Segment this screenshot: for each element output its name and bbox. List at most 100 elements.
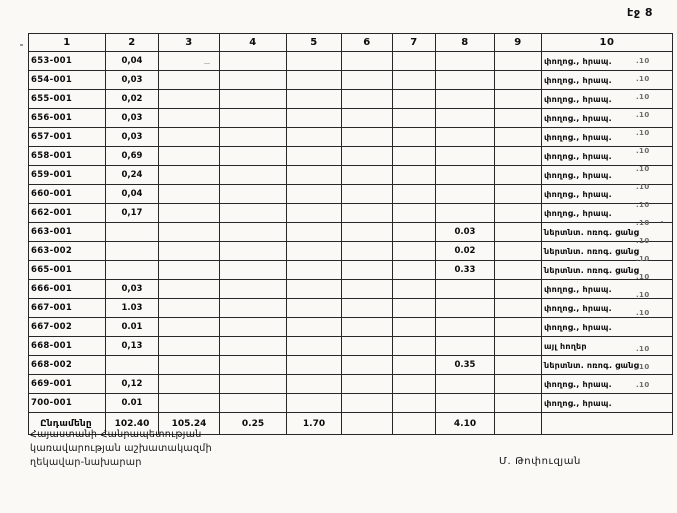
cell-6	[341, 355, 393, 375]
cell-2: 0,02	[105, 89, 159, 109]
cell-6	[341, 317, 393, 337]
cell-9	[494, 393, 542, 413]
cell-4	[219, 108, 287, 128]
cell-2: 0,04	[105, 184, 159, 204]
cell-2: 0,12	[105, 374, 159, 394]
margin-mark: .10	[636, 219, 650, 227]
cell-8	[435, 165, 495, 185]
cell-2: 0,03	[105, 279, 159, 299]
cell-3	[158, 203, 220, 223]
cell-8	[435, 317, 495, 337]
column-header-7: 7	[392, 33, 436, 52]
cell-6	[341, 374, 393, 394]
cell-4	[219, 165, 287, 185]
total-cell-4: 0.25	[219, 412, 287, 435]
cell-7	[392, 317, 436, 337]
footer-line-2: կառավարության աշխատակազմի	[30, 443, 212, 454]
cell-1: 668-001	[28, 336, 106, 356]
cell-6	[341, 241, 393, 261]
margin-mark: .10	[636, 111, 650, 119]
cell-5	[286, 89, 342, 109]
cell-3	[158, 355, 220, 375]
table-row: 653-001 0,04 փողոց., հրապ.	[28, 51, 673, 71]
cell-3	[158, 317, 220, 337]
cell-7	[392, 146, 436, 166]
table-row: 667-001 1.03 փողոց., հրապ.	[28, 298, 673, 318]
cell-6	[341, 70, 393, 90]
cell-1: 662-001	[28, 203, 106, 223]
cell-7	[392, 279, 436, 299]
cell-2: 0,04	[105, 51, 159, 71]
total-cell-7	[392, 412, 436, 435]
land-registry-table: 1 2 3 4 5 6 7 8 9 10 653-001 0,04 փողոց., …	[28, 33, 673, 435]
cell-1: 660-001	[28, 184, 106, 204]
cell-1: 666-001	[28, 279, 106, 299]
cell-5	[286, 184, 342, 204]
total-cell-9	[494, 412, 542, 435]
margin-mark: .10	[636, 273, 650, 281]
cell-5	[286, 298, 342, 318]
footer-title: Հայաստանի Հանրապետության կառավարության ա…	[30, 428, 212, 470]
cell-9	[494, 241, 542, 261]
cell-3	[158, 260, 220, 280]
cell-3	[158, 127, 220, 147]
cell-3	[158, 374, 220, 394]
table-row: 665-001 0.33 ներտնտ. ոռոգ. ցանց	[28, 260, 673, 280]
cell-2	[105, 222, 159, 242]
cell-6	[341, 222, 393, 242]
cell-1: 668-002	[28, 355, 106, 375]
table-row: 659-001 0,24 փողոց., հրապ.	[28, 165, 673, 185]
column-header-1: 1	[28, 33, 106, 52]
column-header-6: 6	[341, 33, 393, 52]
cell-7	[392, 222, 436, 242]
table-row: 669-001 0,12 փողոց., հրապ.	[28, 374, 673, 394]
cell-5	[286, 260, 342, 280]
column-header-3: 3	[158, 33, 220, 52]
data-table: 1 2 3 4 5 6 7 8 9 10 653-001 0,04 փողոց., …	[28, 33, 673, 435]
cell-8: 0.03	[435, 222, 495, 242]
cell-4	[219, 203, 287, 223]
margin-mark: .10	[636, 165, 650, 173]
table-row: 656-001 0,03 փողոց., հրապ.	[28, 108, 673, 128]
cell-4	[219, 260, 287, 280]
page-number: էջ 8	[627, 6, 653, 19]
table-row: 657-001 0,03 փողոց., հրապ.	[28, 127, 673, 147]
margin-mark: .10	[636, 75, 650, 83]
cell-8	[435, 70, 495, 90]
cell-1: 656-001	[28, 108, 106, 128]
cell-5	[286, 108, 342, 128]
cell-5	[286, 51, 342, 71]
cell-8	[435, 374, 495, 394]
cell-7	[392, 89, 436, 109]
table-row: 668-002 0.35 ներտնտ. ոռոգ. ցանց	[28, 355, 673, 375]
cell-6	[341, 108, 393, 128]
cell-1: 663-001	[28, 222, 106, 242]
cell-2: 0,69	[105, 146, 159, 166]
cell-7	[392, 70, 436, 90]
margin-mark: .10	[636, 129, 650, 137]
cell-2: 0,17	[105, 203, 159, 223]
cell-9	[494, 127, 542, 147]
cell-4	[219, 298, 287, 318]
right-margin-marks: .10 .10 .10 .10 .10 .10 .10 .10 .10 .10 .10 .10 .10.…	[636, 52, 666, 394]
cell-6	[341, 89, 393, 109]
cell-1: 667-002	[28, 317, 106, 337]
total-cell-8: 4.10	[435, 412, 495, 435]
cell-6	[341, 51, 393, 71]
table-header: 1 2 3 4 5 6 7 8 9 10	[28, 33, 673, 52]
table-row: 667-002 0.01 փողոց., հրապ.	[28, 317, 673, 337]
cell-4	[219, 146, 287, 166]
column-header-10: 10	[541, 33, 673, 52]
cell-9	[494, 374, 542, 394]
cell-7	[392, 165, 436, 185]
cell-7	[392, 203, 436, 223]
cell-6	[341, 260, 393, 280]
cell-3	[158, 89, 220, 109]
cell-2	[105, 241, 159, 261]
cell-1: 663-002	[28, 241, 106, 261]
footer-line-3: ղեկավար-նախարար	[30, 457, 142, 468]
cell-6	[341, 393, 393, 413]
cell-7	[392, 127, 436, 147]
margin-mark: .10	[636, 381, 650, 389]
